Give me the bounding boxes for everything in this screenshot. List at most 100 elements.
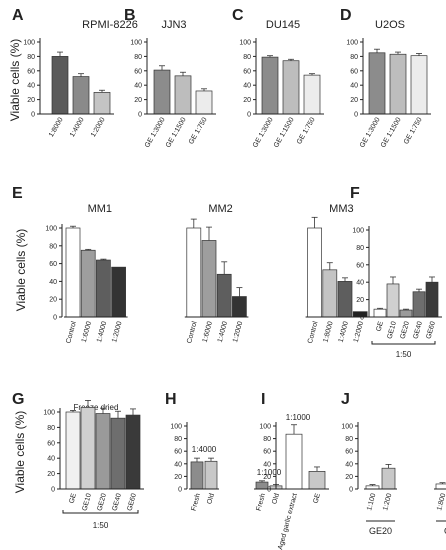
x-tick-label: GE [376, 320, 385, 332]
x-tick-label: 1:200 [382, 493, 393, 512]
y-tick-label: 80 [356, 245, 364, 252]
bar [308, 471, 326, 490]
bar [80, 407, 96, 490]
bar [110, 417, 126, 490]
y-tick-label: 80 [243, 54, 251, 61]
x-tick-label: Fresh [256, 493, 267, 512]
panel-title: JJN3 [161, 19, 186, 31]
y-tick-label: 40 [243, 83, 251, 90]
group-label: 1:4000 [192, 445, 217, 454]
y-tick-label: 20 [47, 471, 55, 478]
y-axis-label: Viable cells (%) [13, 411, 27, 493]
x-tick-label: GE 1:1500 [380, 116, 403, 149]
x-tick-label: 1:4000 [338, 321, 350, 344]
x-tick-label: 1:2000 [353, 321, 365, 344]
y-tick-label: 20 [174, 474, 182, 481]
x-tick-label: GE10 [82, 493, 93, 512]
y-tick-label: 100 [170, 424, 182, 431]
x-tick-label: 1:2000 [111, 321, 123, 344]
y-tick-label: 0 [51, 487, 55, 494]
bar [232, 296, 247, 318]
x-tick-label: 1:100 [366, 493, 377, 512]
x-tick-label: GE [313, 492, 322, 504]
panel-letter: E [12, 185, 23, 202]
y-tick-label: 0 [354, 112, 358, 119]
bar [412, 291, 426, 318]
y-tick-label: 100 [43, 410, 55, 417]
bar [96, 259, 111, 318]
bar [80, 249, 96, 318]
group-label: 1:1000 [257, 468, 282, 477]
y-tick-label: 80 [174, 436, 182, 443]
panel-g: G 0 20 40 60 80 100 Viable cells (%) Freeze drie… [12, 391, 144, 530]
group-label: GE20 [369, 526, 392, 536]
y-tick-label: 80 [27, 54, 35, 61]
x-tick-label: GE60 [127, 493, 138, 512]
bar [153, 69, 171, 115]
x-tick-label: 1:2000 [90, 116, 107, 138]
x-tick-label: GE20 [97, 493, 108, 512]
x-tick-label: 1:800 [436, 493, 446, 512]
x-tick-label: GE 1:1500 [165, 116, 188, 149]
bar [125, 414, 141, 490]
y-tick-label: 0 [53, 315, 57, 322]
x-tick-label: 1:4000 [217, 321, 229, 344]
x-tick-label: GE60 [426, 321, 437, 340]
bar [410, 55, 428, 115]
y-tick-label: 60 [345, 449, 353, 456]
bar [186, 227, 202, 318]
x-tick-label: 1:8000 [322, 321, 334, 344]
y-tick-label: 0 [31, 112, 35, 119]
bar [65, 411, 81, 490]
y-tick-label: 60 [49, 261, 57, 268]
bar [95, 413, 111, 490]
panel-title: U2OS [375, 19, 405, 31]
group-label: MM3 [329, 203, 353, 215]
y-tick-label: 100 [346, 40, 358, 47]
panel-f: F 0 20 40 60 80 100 GE GE10 GE20 GE40 GE60 1:50 [350, 185, 442, 359]
x-tick-label: GE40 [413, 321, 424, 340]
panel-letter: G [12, 391, 24, 408]
bar [435, 483, 446, 490]
bracket-label: 1:50 [93, 521, 109, 530]
bar [216, 273, 232, 318]
y-tick-label: 20 [356, 297, 364, 304]
bar [425, 281, 439, 318]
y-tick-label: 100 [130, 40, 142, 47]
y-tick-label: 60 [47, 440, 55, 447]
y-tick-label: 0 [247, 112, 251, 119]
y-tick-label: 80 [47, 425, 55, 432]
y-tick-label: 40 [49, 279, 57, 286]
x-tick-label: GE [69, 492, 78, 504]
y-tick-label: 80 [134, 54, 142, 61]
bar [307, 227, 322, 318]
x-tick-label: GE 1:750 [296, 116, 317, 145]
y-tick-label: 100 [23, 40, 35, 47]
x-tick-label: 1:6000 [202, 321, 214, 344]
y-tick-label: 60 [350, 68, 358, 75]
bar [389, 53, 407, 115]
group-label: MM1 [88, 203, 112, 215]
bracket-label: 1:50 [396, 350, 412, 359]
y-tick-label: 60 [263, 449, 271, 456]
x-tick-label: Control [65, 320, 78, 344]
x-tick-label: GE 1:750 [403, 116, 424, 145]
y-tick-label: 40 [356, 280, 364, 287]
y-tick-label: 40 [27, 83, 35, 90]
bar [399, 309, 413, 318]
bar [204, 460, 218, 490]
bar [337, 281, 353, 318]
bar [174, 75, 192, 115]
bar [386, 283, 400, 318]
x-tick-label: GE 1:3000 [252, 116, 275, 149]
y-tick-label: 20 [27, 97, 35, 104]
x-tick-label: 1:4000 [96, 321, 108, 344]
y-tick-label: 20 [134, 97, 142, 104]
group-label: MM2 [208, 203, 232, 215]
y-tick-label: 80 [263, 436, 271, 443]
y-tick-label: 20 [350, 97, 358, 104]
